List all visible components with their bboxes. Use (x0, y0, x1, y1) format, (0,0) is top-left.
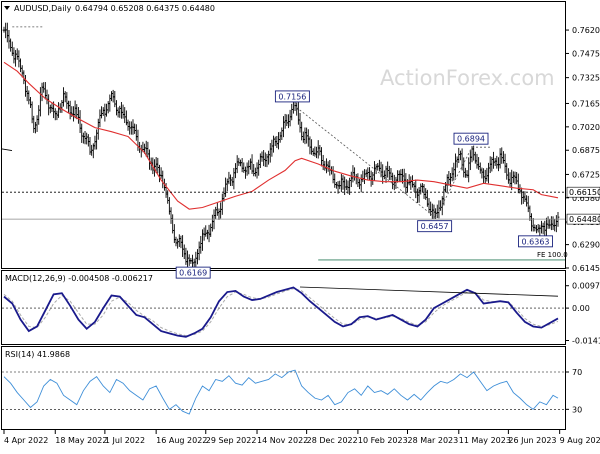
price-level-label: 0.66150 (569, 188, 600, 197)
ohlc-readout: 0.64794 0.65208 0.64375 0.64480 (75, 4, 215, 13)
price-y-tick-label: 0.6145 (572, 264, 600, 273)
fibonacci-extension-label: FE 100.0 (537, 251, 568, 259)
panel-collapse-icon[interactable] (4, 6, 10, 10)
swing-label: 0.6363 (522, 237, 550, 246)
swing-label-box (453, 132, 489, 145)
swing-label-box (274, 90, 310, 103)
rsi-line (3, 369, 559, 415)
x-axis-tick-label: 11 May 2023 (459, 436, 511, 445)
moving-average-line (3, 61, 559, 210)
x-axis-tick-label: 16 Aug 2022 (156, 436, 207, 445)
price-y-tick-label: 0.6875 (572, 146, 600, 155)
swing-label: 0.6457 (421, 222, 449, 231)
x-axis-tick-label: 18 May 2022 (55, 436, 107, 445)
swing-connector-line (293, 104, 473, 219)
swing-label-box (175, 266, 211, 279)
price-y-tick-label: 0.6580 (572, 194, 600, 203)
price-y-tick-label: 0.7325 (572, 74, 600, 83)
x-axis-tick-label: 29 Sep 2022 (206, 436, 257, 445)
price-y-tick-label: 0.6290 (572, 241, 600, 250)
price-y-tick-label: 0.7165 (572, 99, 600, 108)
rsi-y-tick-label: 30 (572, 405, 582, 414)
rsi-panel-title: RSI(14) 41.9868 (5, 350, 70, 359)
swing-label: 0.6169 (179, 269, 207, 278)
current-price-box (566, 213, 600, 225)
x-axis-tick-label: 1 Jul 2022 (105, 436, 145, 445)
swing-label-box (417, 220, 453, 233)
x-axis-tick-label: 28 Dec 2022 (307, 436, 358, 445)
swing-label-box (518, 235, 553, 248)
price-y-tick-label: 0.7475 (572, 49, 600, 58)
x-axis-tick-label: 9 Aug 2023 (560, 436, 600, 445)
current-price-label: 0.64480 (569, 215, 600, 224)
macd-panel-frame (1, 270, 566, 345)
x-axis-tick-label: 10 Feb 2023 (358, 436, 408, 445)
swing-label: 0.7156 (278, 92, 306, 101)
rsi-y-tick-label: 70 (572, 368, 582, 377)
macd-line (3, 286, 559, 338)
macd-trendline (300, 286, 559, 297)
swing-label: 0.6894 (457, 135, 485, 144)
price-y-tick-label: 0.7020 (572, 123, 600, 132)
macd-y-tick-label: 0.009751 (572, 282, 600, 291)
macd-panel-title: MACD(12,26,9) -0.004508 -0.006217 (5, 274, 153, 283)
watermark: ActionForex.com (380, 66, 555, 90)
macd-y-tick-label: -0.014107 (572, 336, 600, 345)
prior-trendline-stub (1, 148, 13, 151)
price-level-box (566, 186, 600, 198)
x-axis-tick-label: 14 Nov 2022 (257, 436, 308, 445)
x-axis-tick-label: 26 Jun 2023 (508, 436, 556, 445)
price-y-tick-label: 0.7620 (572, 26, 600, 35)
macd-y-tick-label: 0.00 (572, 304, 590, 313)
price-y-tick-label: 0.6725 (572, 170, 600, 179)
price-panel-title: AUDUSD,Daily (14, 4, 72, 13)
rsi-panel-frame (1, 346, 566, 430)
x-axis-tick-label: 28 Mar 2023 (408, 436, 459, 445)
x-axis-tick-label: 4 Apr 2022 (4, 436, 48, 445)
